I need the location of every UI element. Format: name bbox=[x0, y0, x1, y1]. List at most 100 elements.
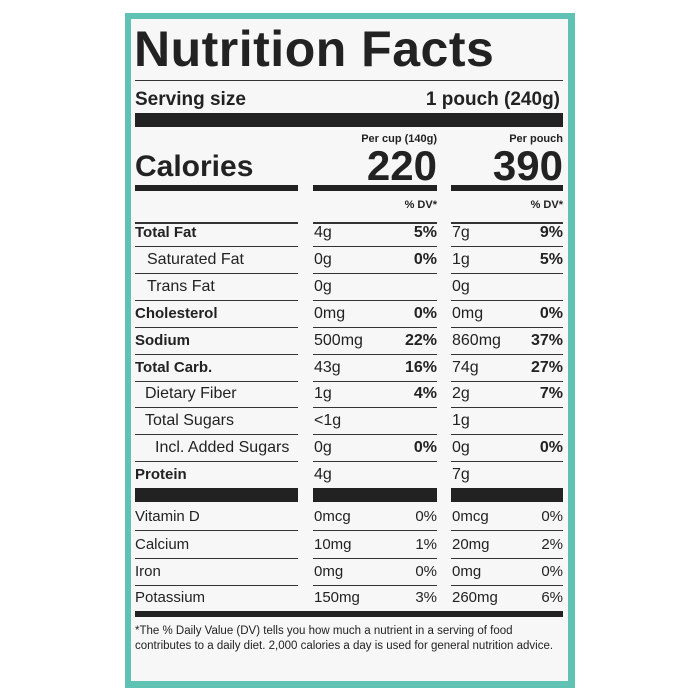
pouch-dv: 5% bbox=[539, 251, 563, 268]
nutrient-name: Cholesterol bbox=[135, 305, 218, 322]
cup-header: Per cup (140g) bbox=[361, 133, 437, 145]
nutrient-name: Total Carb. bbox=[135, 359, 213, 376]
rule bbox=[135, 222, 298, 224]
nutrient-name: Incl. Added Sugars bbox=[155, 439, 290, 456]
rule bbox=[135, 185, 298, 191]
pouch-amount: 860mg bbox=[452, 332, 501, 349]
rule bbox=[135, 354, 298, 355]
cup-dv: 5% bbox=[413, 224, 437, 241]
dv-header: % DV* bbox=[530, 199, 563, 211]
dv-header: % DV* bbox=[404, 199, 437, 211]
thick-rule bbox=[135, 611, 563, 617]
rule bbox=[135, 530, 298, 531]
pouch-amount: 7g bbox=[452, 466, 470, 483]
pouch-amount: 7g bbox=[452, 224, 470, 241]
pouch-dv: 27% bbox=[530, 359, 563, 376]
rule bbox=[135, 585, 298, 586]
pouch-dv: 9% bbox=[539, 224, 563, 241]
rule bbox=[313, 354, 437, 355]
cup-amount: <1g bbox=[314, 412, 342, 429]
nutrient-name: Vitamin D bbox=[135, 508, 200, 525]
rule bbox=[313, 300, 437, 301]
pouch-amount: 0mcg bbox=[452, 508, 489, 525]
thick-rule bbox=[135, 488, 298, 502]
cup-amount: 150mg bbox=[314, 589, 360, 606]
pouch-dv: 37% bbox=[530, 332, 563, 349]
pouch-dv: 0% bbox=[539, 305, 563, 322]
rule bbox=[313, 530, 437, 531]
pouch-dv: 0% bbox=[539, 439, 563, 456]
nutrient-name: Sodium bbox=[135, 332, 190, 349]
cup-amount: 0mcg bbox=[314, 508, 351, 525]
pouch-dv: 7% bbox=[539, 385, 563, 402]
rule bbox=[451, 185, 563, 191]
rule bbox=[313, 407, 437, 408]
rule bbox=[135, 558, 298, 559]
cup-amount: 4g bbox=[314, 224, 332, 241]
pouch-amount: 2g bbox=[452, 385, 470, 402]
nutrient-name: Saturated Fat bbox=[147, 251, 244, 268]
pouch-amount: 0g bbox=[452, 278, 470, 295]
rule bbox=[313, 273, 437, 274]
cup-dv: 1% bbox=[415, 536, 437, 553]
cup-dv: 22% bbox=[404, 332, 437, 349]
pouch-header: Per pouch bbox=[509, 133, 563, 145]
cup-dv: 0% bbox=[413, 251, 437, 268]
title: Nutrition Facts bbox=[134, 21, 495, 77]
rule bbox=[313, 558, 437, 559]
pouch-amount: 1g bbox=[452, 251, 470, 268]
rule bbox=[451, 327, 563, 328]
label-panel bbox=[131, 19, 568, 681]
rule bbox=[135, 246, 298, 247]
rule bbox=[135, 300, 298, 301]
rule bbox=[451, 434, 563, 435]
pouch-amount: 0g bbox=[452, 439, 470, 456]
cup-dv: 16% bbox=[404, 359, 437, 376]
nutrient-name: Calcium bbox=[135, 536, 190, 553]
cup-amount: 0g bbox=[314, 251, 332, 268]
pouch-dv: 0% bbox=[541, 508, 563, 525]
nutrient-name: Potassium bbox=[135, 589, 206, 606]
rule bbox=[135, 434, 298, 435]
pouch-dv: 2% bbox=[541, 536, 563, 553]
nutrient-name: Total Fat bbox=[135, 224, 197, 241]
serving-label: Serving size bbox=[135, 89, 246, 110]
rule bbox=[451, 222, 563, 224]
cup-amount: 500mg bbox=[314, 332, 363, 349]
rule bbox=[451, 558, 563, 559]
rule bbox=[313, 222, 437, 224]
rule bbox=[451, 354, 563, 355]
calories-label: Calories bbox=[135, 150, 254, 183]
cup-calories: 220 bbox=[366, 142, 437, 189]
rule bbox=[313, 246, 437, 247]
rule bbox=[135, 407, 298, 408]
cup-dv: 0% bbox=[413, 439, 437, 456]
cup-dv: 3% bbox=[415, 589, 437, 606]
rule bbox=[451, 461, 563, 462]
cup-amount: 0g bbox=[314, 439, 332, 456]
rule bbox=[313, 327, 437, 328]
rule bbox=[135, 273, 298, 274]
cup-amount: 43g bbox=[314, 359, 341, 376]
rule bbox=[135, 381, 298, 382]
pouch-dv: 6% bbox=[541, 589, 563, 606]
cup-amount: 0mg bbox=[314, 563, 344, 580]
pouch-amount: 0mg bbox=[452, 305, 484, 322]
nutrient-name: Dietary Fiber bbox=[145, 385, 237, 402]
cup-amount: 10mg bbox=[314, 536, 352, 553]
pouch-amount: 0mg bbox=[452, 563, 482, 580]
cup-dv: 0% bbox=[415, 508, 437, 525]
footnote: *The % Daily Value (DV) tells you how mu… bbox=[135, 625, 554, 652]
pouch-amount: 1g bbox=[452, 412, 470, 429]
thick-rule bbox=[135, 113, 563, 127]
rule bbox=[313, 434, 437, 435]
pouch-amount: 260mg bbox=[452, 589, 498, 606]
pouch-amount: 74g bbox=[452, 359, 479, 376]
cup-amount: 0g bbox=[314, 278, 332, 295]
pouch-amount: 20mg bbox=[452, 536, 490, 553]
nutrient-name: Iron bbox=[135, 563, 161, 580]
cup-dv: 4% bbox=[413, 385, 437, 402]
nutrient-name: Total Sugars bbox=[145, 412, 234, 429]
nutrient-name: Protein bbox=[135, 466, 187, 483]
